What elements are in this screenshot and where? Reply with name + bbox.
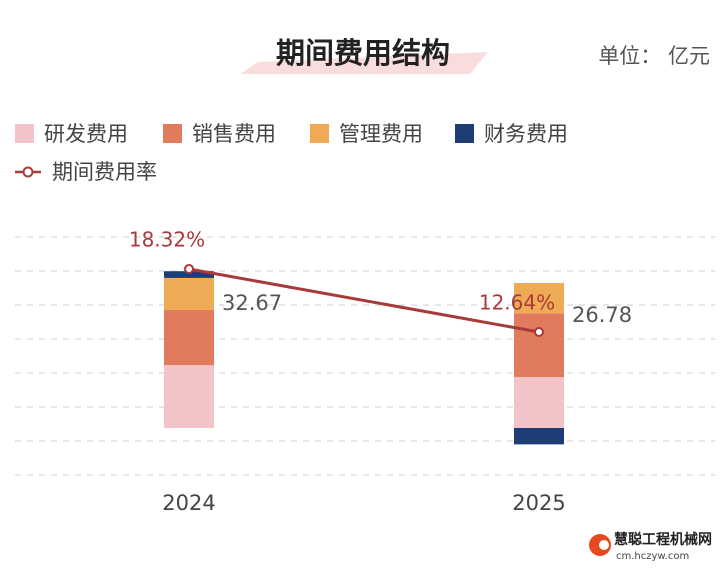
line-value-label: 18.32% [129, 227, 205, 251]
legend-swatch [310, 124, 329, 143]
watermark-name: 慧聪工程机械网 [614, 531, 712, 548]
bar-segment [514, 313, 564, 378]
legend-swatch [15, 124, 34, 143]
legend-label: 销售费用 [192, 122, 276, 146]
legend-label: 财务费用 [484, 122, 568, 146]
bar-segment [514, 427, 564, 445]
total-label: 32.67 [222, 291, 282, 315]
bar-segment [514, 377, 564, 428]
bar-segment [164, 309, 214, 366]
legend-label: 研发费用 [44, 122, 128, 146]
title-highlight [240, 52, 488, 74]
unit-label: 单位： 亿元 [598, 44, 710, 68]
watermark-logo-inner [599, 540, 609, 550]
bar-segment [514, 283, 564, 314]
total-label: 26.78 [572, 303, 632, 327]
legend-swatch [163, 124, 182, 143]
bar-segment [164, 277, 214, 310]
line-point [184, 263, 194, 274]
chart-title: 期间费用结构 [276, 36, 450, 70]
bar-segment [164, 365, 214, 428]
legend-label: 期间费用率 [52, 160, 157, 184]
legend-marker [22, 166, 34, 178]
line-series [188, 267, 540, 334]
x-tick-label: 2025 [512, 491, 565, 515]
legend-label: 管理费用 [339, 122, 423, 146]
bar-segment [164, 271, 214, 278]
watermark: 慧聪工程机械网 cm.hczyw.com [589, 531, 712, 562]
line-value-label: 12.64% [479, 291, 555, 315]
legend-swatch [455, 124, 474, 143]
x-tick-label: 2024 [162, 491, 215, 515]
watermark-url: cm.hczyw.com [616, 551, 689, 562]
line-point [534, 327, 544, 338]
